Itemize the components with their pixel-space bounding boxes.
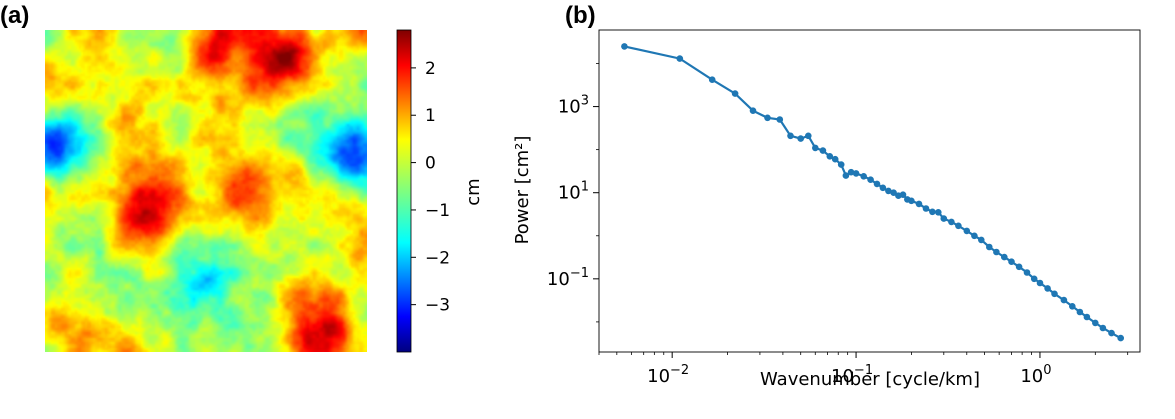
spectrum-point — [1117, 334, 1124, 342]
spectrum-point — [787, 132, 794, 140]
spectrum-point — [993, 248, 1000, 256]
x-tick-label: 100 — [1020, 363, 1051, 387]
spectrum-point — [831, 155, 839, 163]
y-tick-label: 103 — [558, 94, 589, 118]
spectrum-point — [797, 135, 804, 142]
colorbar-gradient — [396, 29, 412, 353]
colorbar-tick-label: −3 — [425, 296, 450, 316]
spectrum-point — [731, 90, 739, 97]
spectrum-point — [1076, 308, 1084, 316]
spectrum-point — [776, 116, 784, 123]
spectrum-point — [749, 107, 757, 114]
spectrum-point — [978, 236, 985, 244]
spectrum-point — [1001, 253, 1008, 261]
colorbar-ticks: 2 1 0 −1 −2 −3 — [411, 59, 450, 316]
colorbar-tick-label: 0 — [425, 154, 436, 174]
panel-b-label: (b) — [565, 2, 596, 29]
colorbar-tick-label: 1 — [425, 106, 436, 126]
spectrum-chart: 10−2 10−1 100 103 101 10−1 Wavenumber [cycle… — [512, 29, 1141, 390]
spectrum-point — [890, 189, 897, 196]
spectrum-point — [842, 172, 850, 179]
colorbar-tick-label: −2 — [425, 248, 450, 268]
spectrum-point — [1023, 269, 1031, 276]
y-axis-label: Power [cm²] — [512, 136, 533, 245]
spectrum-point — [1051, 290, 1058, 298]
spectrum-point — [1099, 324, 1107, 332]
spectrum-point — [676, 55, 684, 62]
spectrum-point — [621, 43, 628, 50]
plot-frame — [598, 29, 1141, 353]
x-axis-ticks: 10−2 10−1 100 — [598, 352, 1129, 387]
spectrum-point — [852, 170, 860, 177]
spectrum-point — [929, 208, 936, 216]
spectrum-point — [860, 173, 867, 180]
spectrum-point — [908, 197, 915, 205]
y-tick-label: 101 — [558, 180, 589, 204]
spectrum-point — [1092, 319, 1099, 327]
spectrum-point — [1015, 263, 1023, 271]
heatmap-image — [45, 30, 367, 352]
spectrum-point — [819, 147, 827, 154]
spectrum-point — [963, 227, 971, 235]
y-axis-ticks: 103 101 10−1 — [547, 63, 599, 323]
spectrum-point — [1108, 329, 1115, 337]
colorbar-tick-label: 2 — [425, 59, 436, 79]
spectrum-point — [873, 180, 881, 188]
colorbar: 2 1 0 −1 −2 −3 cm — [396, 29, 484, 353]
heatmap-panel — [45, 30, 367, 352]
spectrum-point — [764, 114, 771, 122]
spectrum-point — [971, 232, 978, 240]
panel-a-label: (a) — [0, 2, 30, 29]
spectrum-point — [1083, 313, 1091, 321]
spectrum-point — [1069, 303, 1076, 310]
y-tick-label: 10−1 — [547, 266, 589, 290]
spectrum-point — [812, 144, 819, 152]
spectrum-point — [1030, 275, 1038, 283]
spectrum-point — [986, 243, 993, 251]
spectrum-point — [708, 76, 716, 83]
spectrum-point — [879, 184, 887, 192]
spectrum-point — [805, 132, 812, 140]
spectrum-point — [1044, 285, 1051, 292]
spectrum-point — [867, 176, 874, 183]
spectrum-point — [915, 200, 923, 208]
spectrum-point — [1060, 296, 1068, 304]
spectrum-point — [922, 205, 930, 212]
spectrum-point — [826, 153, 834, 160]
spectrum-point — [899, 191, 907, 198]
x-tick-label: 10−1 — [831, 363, 873, 387]
spectrum-point — [1036, 279, 1044, 287]
spectrum-point — [935, 209, 942, 216]
spectrum-point — [837, 161, 845, 168]
spectrum-point — [940, 215, 948, 222]
colorbar-tick-label: −1 — [425, 201, 450, 221]
x-tick-label: 10−2 — [647, 363, 689, 387]
spectrum-line — [624, 45, 1122, 340]
spectrum-point — [948, 218, 955, 226]
spectrum-point — [885, 187, 892, 195]
spectrum-point — [1008, 258, 1015, 266]
x-axis-label: Wavenumber [cycle/km] — [760, 369, 980, 390]
series-layer — [621, 43, 1124, 342]
spectrum-point — [847, 168, 855, 176]
colorbar-label: cm — [463, 178, 484, 205]
spectrum-point — [955, 222, 962, 230]
